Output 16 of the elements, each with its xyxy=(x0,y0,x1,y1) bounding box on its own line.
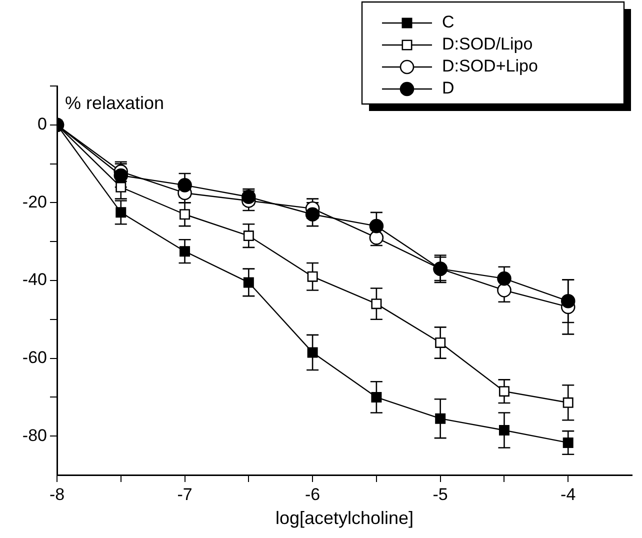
y-tick-label: -80 xyxy=(22,426,47,445)
y-tick-label: 0 xyxy=(38,114,47,134)
x-tick-label: -4 xyxy=(560,484,576,504)
x-tick-label: -7 xyxy=(177,484,192,504)
y-tick-label: -20 xyxy=(22,192,47,212)
legend-label: D:SOD/Lipo xyxy=(442,34,533,54)
x-tick-label: -5 xyxy=(432,484,448,504)
y-axis-title: % relaxation xyxy=(65,92,164,113)
x-tick-label: -8 xyxy=(49,484,65,504)
x-axis-title: log[acetylcholine] xyxy=(275,508,414,528)
legend-label: D xyxy=(442,78,454,98)
x-tick-label: -6 xyxy=(304,484,320,504)
y-tick-label: -40 xyxy=(22,270,47,290)
y-tick-label: -60 xyxy=(22,348,47,367)
legend-label: C xyxy=(442,12,454,32)
legend-label: D:SOD+Lipo xyxy=(442,56,538,76)
